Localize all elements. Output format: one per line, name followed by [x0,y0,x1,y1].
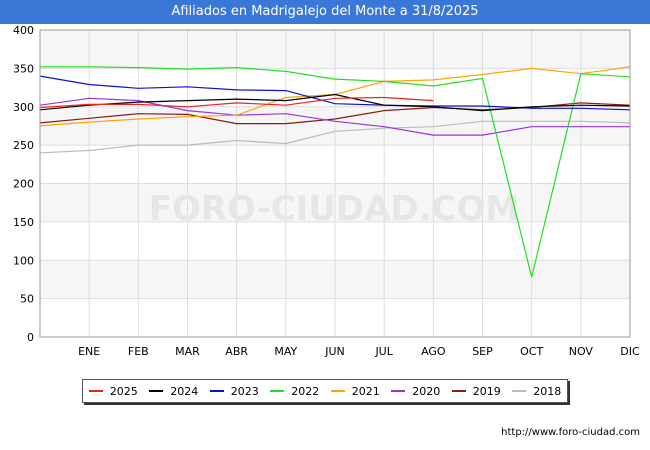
x-tick-label: ABR [225,345,248,358]
legend-swatch [451,390,466,392]
x-tick-label: ENE [78,345,100,358]
y-tick-label: 100 [13,254,34,267]
x-tick-label: JUL [374,345,393,358]
x-tick-label: MAY [274,345,297,358]
legend-item-2019: 2019 [451,384,501,398]
legend-swatch [209,390,224,392]
legend-item-2018: 2018 [512,385,561,398]
x-tick-label: AGO [421,345,446,358]
series-line-2019 [39,102,631,125]
watermark: FORO-CIUDAD.COM [149,189,520,229]
legend-label: 2018 [533,384,562,398]
x-tick-label: DIC [620,345,640,358]
y-tick-labels: 0 50 100 150 200 250 300 350 400 [13,24,34,344]
y-tick-label: 350 [13,62,34,75]
y-tick-label: 50 [20,293,34,306]
chart-title: Afiliados en Madrigalejo del Monte a 31/… [0,0,650,24]
y-tick-label: 0 [27,331,34,344]
x-tick-label: NOV [569,345,594,358]
y-tick-label: 400 [13,24,34,37]
series-line-2023 [39,75,631,111]
legend-item-2024: 2024 [149,385,198,398]
legend: 2025 2024 2023 2022 2021 2020 2019 2018 [82,379,568,403]
legend-item-2023: 2023 [209,384,259,398]
legend-item-2022: 2022 [270,385,319,398]
series-line-2024 [39,93,631,112]
legend-item-2020: 2020 [391,385,440,398]
x-tick-label: FEB [128,345,149,358]
legend-label: 2024 [170,384,199,398]
legend-item-2021: 2021 [330,384,380,398]
legend-label: 2021 [351,384,380,398]
x-tick-label: JUN [324,345,345,358]
y-tick-label: 200 [13,178,34,191]
legend-label: 2023 [230,384,259,398]
legend-swatch [88,390,103,392]
legend-label: 2019 [472,384,501,398]
source-url: http://www.foro-ciudad.com [501,427,640,438]
series-line-2018 [39,120,631,154]
y-tick-label: 150 [13,216,34,229]
legend-label: 2025 [109,384,138,398]
x-tick-label: SEP [472,345,493,358]
legend-item-2025: 2025 [88,384,138,398]
series-line-2025 [39,96,434,109]
legend-swatch [270,390,285,392]
legend-label: 2022 [291,384,320,398]
y-tick-label: 300 [13,101,34,114]
legend-swatch [149,390,164,392]
legend-label: 2020 [412,384,441,398]
y-tick-label: 250 [13,139,34,152]
x-tick-label: MAR [175,345,200,358]
plot-border [39,29,631,338]
series-line-2022 [40,66,631,278]
series-line-2020 [39,97,630,136]
legend-swatch [512,390,527,392]
legend-swatch [391,390,406,392]
x-tick-labels: ENE FEB MAR ABR MAY JUN JUL AGO SEP OCT NOV DIC [78,345,640,358]
x-tick-label: OCT [520,345,543,358]
legend-swatch [330,390,345,392]
series-lines [39,66,631,278]
